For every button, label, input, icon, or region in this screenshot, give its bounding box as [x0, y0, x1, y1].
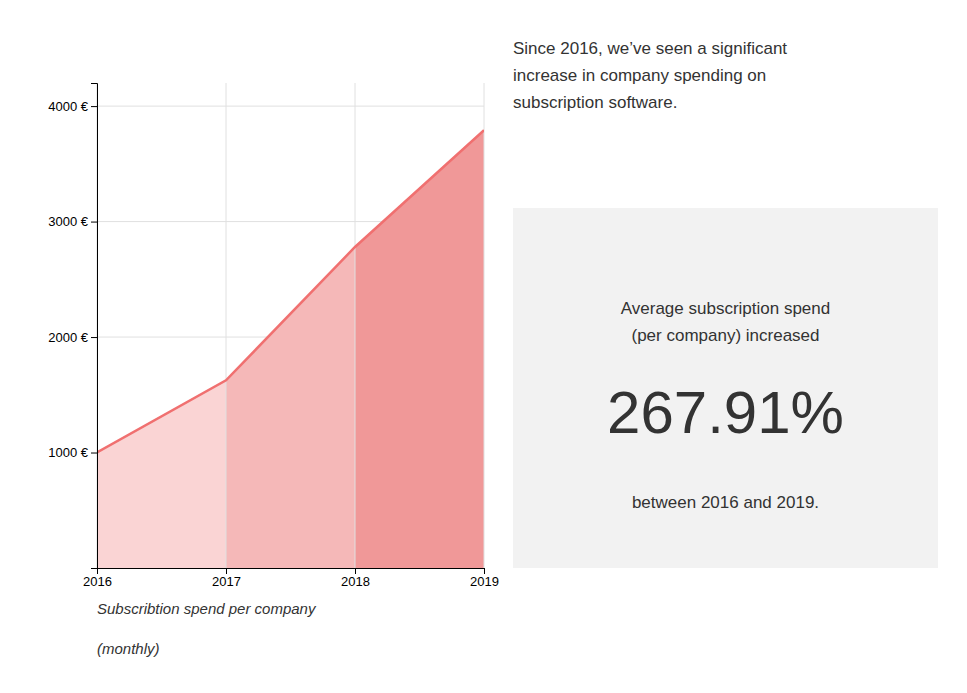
caption: (monthly)	[97, 640, 160, 657]
axis-line	[98, 569, 485, 575]
tick-mark	[226, 568, 227, 574]
area-band	[355, 130, 484, 568]
grid-line	[484, 83, 485, 568]
grid-line	[355, 83, 356, 568]
tick-label: 2000 €	[48, 330, 89, 345]
grid-vertical	[97, 83, 484, 568]
tick: 2019	[470, 568, 499, 589]
tick-mark	[91, 337, 97, 338]
panel-label-line: Average subscription spend	[621, 299, 831, 318]
x-axis: 2016 2017 2018 2019	[83, 568, 499, 589]
title-line: subscription software.	[513, 93, 677, 112]
tick: 3000 €	[48, 214, 97, 229]
tick-mark	[484, 568, 485, 574]
tick-mark	[97, 568, 98, 574]
panel-value: 267.91%	[607, 379, 844, 446]
tick-label: 2017	[212, 574, 241, 589]
tick: 2017	[212, 568, 241, 589]
chart: 1000 € 2000 € 3000 € 4000 € 2016 2017 2018 2019…	[0, 0, 967, 693]
panel-label-line: between 2016 and 2019.	[632, 493, 819, 512]
panel-label: between 2016 and 2019.	[632, 493, 819, 512]
panel-label: Average subscription spend (per company) …	[621, 299, 831, 345]
summary-panel	[513, 208, 938, 568]
grid-line	[97, 106, 484, 107]
tick-label: 3000 €	[48, 214, 89, 229]
caption: Subscribtion spend per company	[97, 600, 317, 617]
tick-mark	[91, 106, 97, 107]
tick-label: 2018	[341, 574, 370, 589]
tick-label: 4000 €	[48, 99, 89, 114]
area-band	[97, 130, 484, 568]
grid-line	[226, 83, 227, 568]
tick: 2018	[341, 568, 370, 589]
panel-label-line: (per company) increased	[631, 326, 819, 345]
tick: 1000 €	[48, 445, 97, 460]
title-line: increase in company spending on	[513, 66, 766, 85]
panel-texts: Average subscription spend (per company) …	[607, 299, 844, 512]
panel-value-line: 267.91%	[607, 379, 844, 446]
y-axis: 1000 € 2000 € 3000 € 4000 €	[48, 84, 97, 569]
title-line: Since 2016, we’ve seen a significant	[513, 39, 787, 58]
tick: 4000 €	[48, 99, 97, 114]
tick-label: 2016	[83, 574, 112, 589]
line	[97, 130, 484, 452]
tick-mark	[355, 568, 356, 574]
axis-line	[91, 84, 98, 569]
caption-line: Subscribtion spend per company	[97, 600, 317, 617]
caption-line: (monthly)	[97, 640, 160, 657]
tick-label: 1000 €	[48, 445, 89, 460]
tick: 2000 €	[48, 330, 97, 345]
tick-label: 2019	[470, 574, 499, 589]
plot-area	[97, 130, 484, 568]
title: Since 2016, we’ve seen a significant incr…	[513, 39, 787, 112]
tick-mark	[91, 222, 97, 223]
tick-mark	[91, 453, 97, 454]
tick: 2016	[83, 568, 112, 589]
line-layer	[97, 130, 484, 452]
